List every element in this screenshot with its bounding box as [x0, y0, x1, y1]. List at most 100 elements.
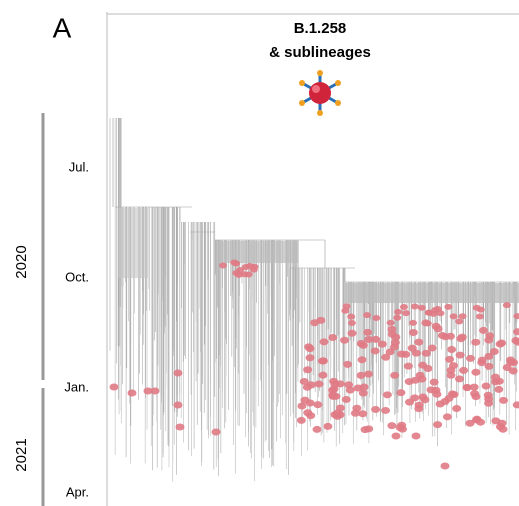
- sample-dot: [437, 332, 447, 340]
- sample-dot: [358, 410, 368, 418]
- sample-dot: [370, 347, 380, 355]
- sample-dot: [471, 338, 481, 346]
- sample-dot: [310, 319, 320, 327]
- sample-dot: [297, 402, 307, 410]
- branch-mass: [118, 208, 148, 278]
- sample-dot: [447, 345, 457, 353]
- sample-dot: [391, 333, 401, 341]
- sample-dot: [323, 422, 333, 430]
- sample-dot: [402, 310, 411, 317]
- month-label: Apr.: [66, 484, 89, 499]
- sample-dot: [358, 341, 368, 349]
- sample-dot: [446, 371, 456, 379]
- sample-dot: [502, 302, 511, 309]
- sample-dot: [433, 421, 443, 429]
- sample-dot: [387, 422, 397, 430]
- sample-dot: [491, 417, 501, 425]
- sample-dot: [364, 335, 374, 343]
- sample-dot: [313, 401, 323, 409]
- sample-dot: [357, 356, 367, 364]
- sample-dot: [403, 362, 413, 370]
- sample-dot: [449, 313, 458, 320]
- sample-dot: [318, 357, 328, 365]
- sample-dot: [328, 391, 338, 399]
- sample-dot: [454, 375, 464, 383]
- sample-dot: [458, 313, 467, 320]
- sample-dot: [455, 351, 465, 359]
- sample-dot: [472, 304, 481, 311]
- sample-dot: [341, 307, 350, 314]
- sample-dot: [303, 366, 313, 374]
- sample-dot: [341, 395, 351, 403]
- sample-dot: [109, 383, 119, 391]
- sample-dot: [484, 352, 494, 360]
- sample-dot: [364, 425, 374, 433]
- sample-dot: [244, 271, 253, 278]
- sample-dot: [219, 262, 228, 269]
- sample-dot: [469, 383, 479, 391]
- sample-dot: [390, 338, 400, 346]
- sample-dot: [353, 384, 363, 392]
- sample-dot: [442, 413, 452, 421]
- sample-dot: [478, 326, 488, 334]
- sample-dot: [381, 406, 391, 414]
- sample-dot: [484, 336, 494, 344]
- sample-dot: [494, 377, 504, 385]
- sample-dot: [230, 259, 239, 266]
- sample-dot: [235, 267, 244, 274]
- sample-dot: [506, 358, 516, 366]
- sample-dot: [340, 336, 350, 344]
- sample-dot: [410, 394, 420, 402]
- sample-dot: [335, 411, 345, 419]
- sample-dot: [418, 361, 428, 369]
- sample-dot: [420, 396, 430, 404]
- sample-dot: [318, 371, 328, 379]
- sample-dot: [414, 405, 424, 413]
- sample-dot: [411, 432, 421, 440]
- sample-dot: [444, 303, 453, 310]
- sample-dot: [396, 389, 406, 397]
- sample-dot: [390, 371, 400, 379]
- samples: [109, 259, 519, 470]
- sample-dot: [512, 401, 519, 409]
- sample-dot: [296, 416, 306, 424]
- sample-dot: [350, 409, 360, 417]
- sample-dot: [426, 386, 436, 394]
- sample-dot: [472, 416, 482, 424]
- sample-dot: [303, 409, 313, 417]
- sample-dot: [396, 350, 406, 358]
- sample-dot: [347, 329, 357, 337]
- sample-dot: [417, 304, 426, 311]
- sample-dot: [513, 328, 519, 336]
- sample-dot: [404, 378, 414, 386]
- sample-dot: [306, 381, 316, 389]
- sample-dot: [408, 328, 418, 336]
- sample-dot: [305, 399, 315, 407]
- panel-label: A: [53, 12, 72, 43]
- sample-dot: [414, 338, 424, 346]
- sample-dot: [513, 313, 519, 320]
- sample-dot: [356, 371, 366, 379]
- sample-dot: [449, 362, 459, 370]
- sample-dot: [436, 310, 445, 317]
- sample-dot: [399, 303, 408, 310]
- sample-dot: [127, 389, 137, 397]
- sample-dot: [407, 344, 417, 352]
- sample-dot: [440, 462, 450, 470]
- sample-dot: [363, 370, 373, 378]
- sample-dot: [498, 425, 508, 433]
- sample-dot: [211, 428, 221, 436]
- sample-dot: [447, 390, 457, 398]
- sample-dot: [508, 367, 518, 375]
- year-label: 2021: [13, 438, 30, 471]
- sample-dot: [465, 354, 475, 362]
- sample-dot: [347, 320, 356, 327]
- branch-mass: [218, 241, 298, 263]
- sample-dot: [499, 396, 509, 404]
- sample-dot: [347, 313, 356, 320]
- sample-dot: [342, 303, 351, 310]
- sample-dot: [462, 383, 472, 391]
- sample-dot: [459, 366, 469, 374]
